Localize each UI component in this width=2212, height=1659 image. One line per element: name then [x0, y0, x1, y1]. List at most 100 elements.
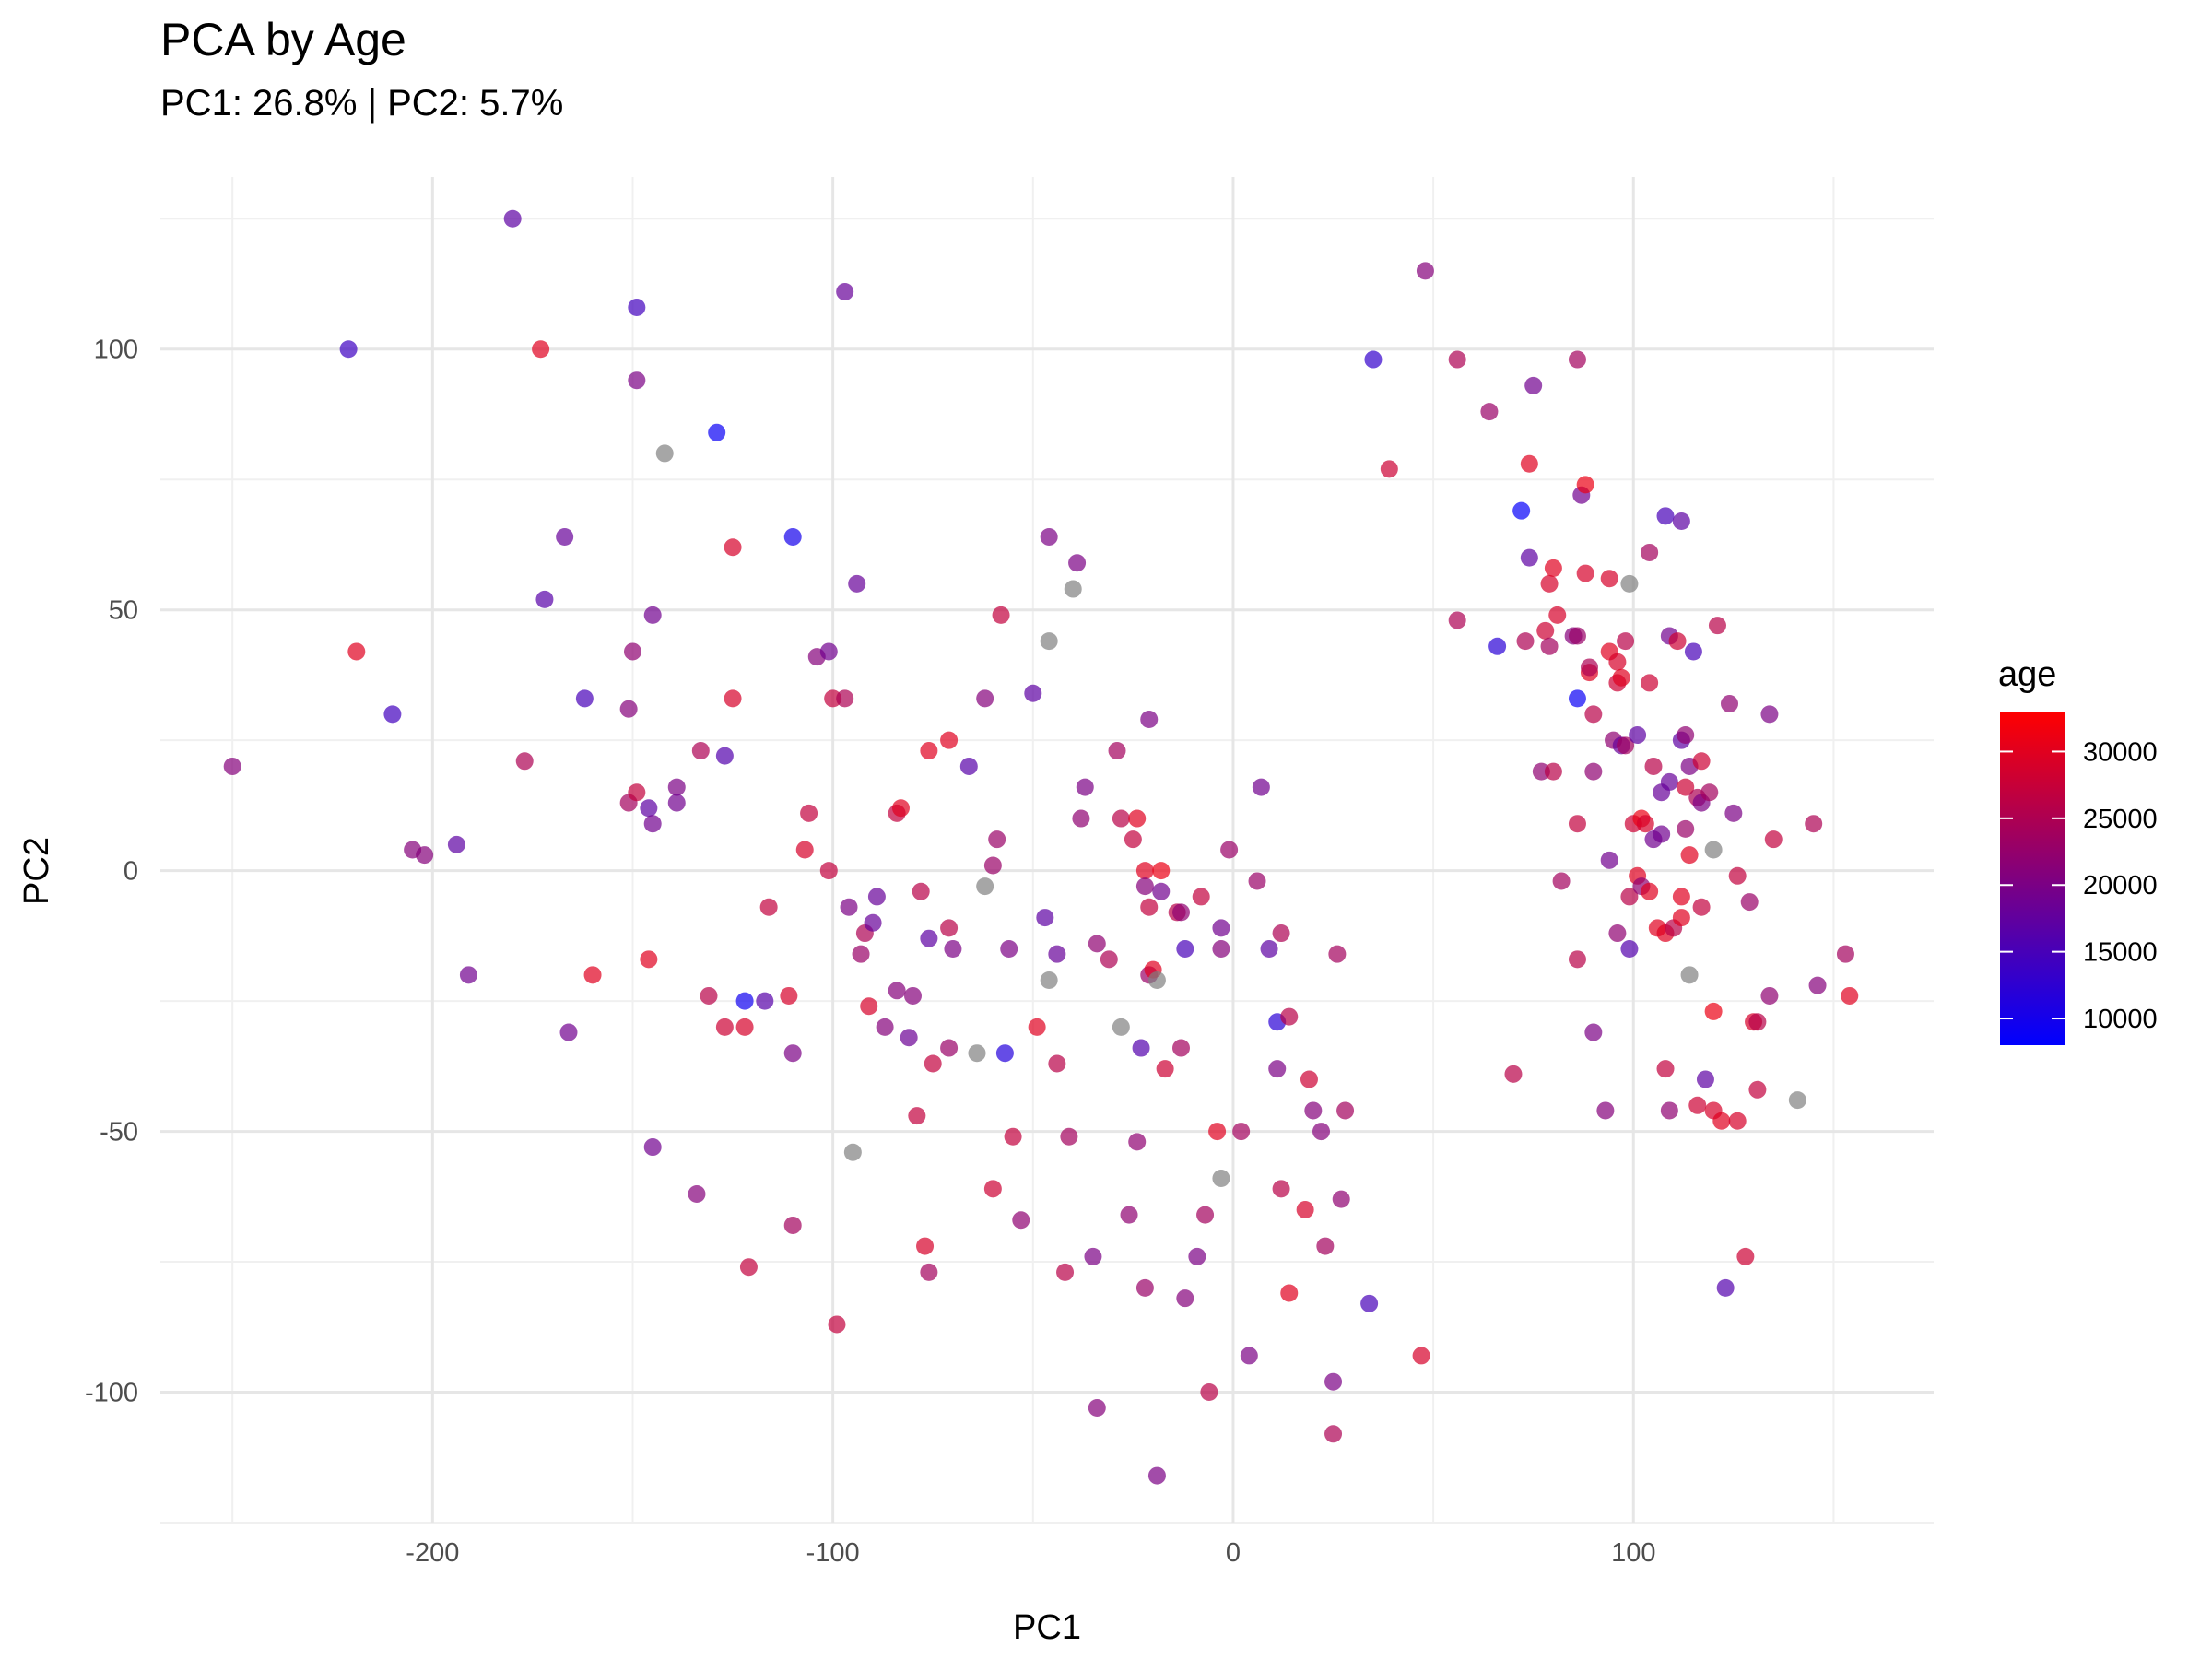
data-point [1272, 1180, 1290, 1198]
data-point [1004, 1127, 1022, 1146]
data-point [1504, 1065, 1523, 1083]
data-point [920, 741, 938, 759]
data-point [819, 642, 838, 661]
data-point [383, 705, 402, 724]
data-point [583, 966, 602, 984]
data-point [1636, 815, 1654, 833]
data-point [1196, 1206, 1215, 1224]
data-point [900, 1029, 918, 1047]
data-point [1544, 559, 1562, 577]
data-point [1516, 632, 1535, 651]
data-point [843, 1143, 862, 1161]
data-point [628, 298, 646, 316]
data-point [920, 929, 938, 947]
data-point [916, 1237, 935, 1255]
legend: age 10000 15000 20000 25000 30000 [1998, 655, 2158, 1045]
data-point [1024, 684, 1042, 702]
data-point [1120, 1206, 1138, 1224]
data-point [1316, 1237, 1335, 1255]
data-point [1084, 1247, 1102, 1265]
data-point [783, 1216, 802, 1234]
data-point [1680, 846, 1699, 865]
data-point [515, 752, 534, 771]
data-point [1060, 1127, 1078, 1146]
data-point [1072, 809, 1090, 828]
data-point [1724, 804, 1743, 822]
data-point [1580, 658, 1598, 677]
data-point [1036, 909, 1054, 927]
data-point [1324, 1372, 1343, 1391]
data-point [628, 371, 646, 390]
data-point [1512, 501, 1531, 520]
data-point [824, 689, 842, 708]
data-point [1712, 1112, 1731, 1130]
data-point [1677, 778, 1695, 796]
data-point [1048, 1054, 1066, 1073]
data-point [643, 1138, 662, 1157]
data-point [1147, 971, 1166, 989]
data-point [983, 856, 1002, 875]
data-point [1684, 642, 1702, 661]
data-point [1548, 606, 1567, 624]
data-point [1336, 1101, 1355, 1120]
data-point [640, 950, 658, 969]
data-point [1416, 262, 1434, 280]
data-point [1135, 877, 1154, 896]
data-point [735, 1018, 754, 1036]
data-point [1112, 809, 1130, 828]
data-point [1156, 1060, 1174, 1078]
data-point [1696, 1070, 1714, 1088]
data-point [1212, 1170, 1230, 1188]
data-point [1660, 772, 1678, 791]
data-point [1617, 736, 1635, 755]
data-point [1076, 778, 1094, 796]
data-point [688, 1184, 706, 1203]
data-point [643, 815, 662, 833]
data-point [1692, 898, 1711, 916]
data-point [1716, 1278, 1735, 1297]
x-tick-label: -100 [806, 1538, 860, 1568]
data-point [1220, 841, 1239, 859]
data-point [1629, 726, 1647, 745]
data-point [1692, 752, 1711, 771]
data-point [944, 940, 962, 959]
data-point [1000, 940, 1018, 959]
data-point [1748, 1080, 1767, 1099]
data-point [640, 799, 658, 818]
data-point [1672, 909, 1690, 927]
x-tick-label: 100 [1611, 1538, 1655, 1568]
chart-title: PCA by Age [160, 14, 406, 65]
data-point [1568, 689, 1586, 708]
data-point [1600, 851, 1618, 869]
data-point [1088, 1399, 1106, 1418]
data-point [1028, 1018, 1046, 1036]
grid [160, 177, 1934, 1524]
data-point [976, 689, 994, 708]
data-point [1260, 940, 1278, 959]
data-point [619, 700, 638, 718]
data-point [667, 778, 686, 796]
data-point [1040, 971, 1058, 989]
data-point [1704, 1002, 1723, 1020]
axes: PC1 PC2 -200 -100 0 100 -100 -50 0 50 100 [18, 335, 1655, 1647]
data-point [1641, 543, 1659, 561]
data-point [1532, 762, 1550, 781]
data-point [968, 1044, 986, 1063]
data-point [1788, 1091, 1806, 1110]
data-point [1520, 454, 1538, 473]
data-point [724, 689, 742, 708]
x-axis-title: PC1 [1013, 1608, 1081, 1647]
data-point [1328, 945, 1347, 963]
data-point [1171, 1039, 1190, 1057]
data-point [1088, 935, 1106, 953]
points-layer [223, 209, 1859, 1485]
data-point [708, 423, 726, 441]
data-point [575, 689, 594, 708]
data-point [1064, 580, 1082, 598]
data-point [1124, 830, 1142, 849]
data-point [1540, 574, 1559, 593]
data-point [888, 982, 906, 1000]
data-point [1268, 1060, 1287, 1078]
data-point [1068, 554, 1087, 572]
data-point [1135, 862, 1154, 880]
